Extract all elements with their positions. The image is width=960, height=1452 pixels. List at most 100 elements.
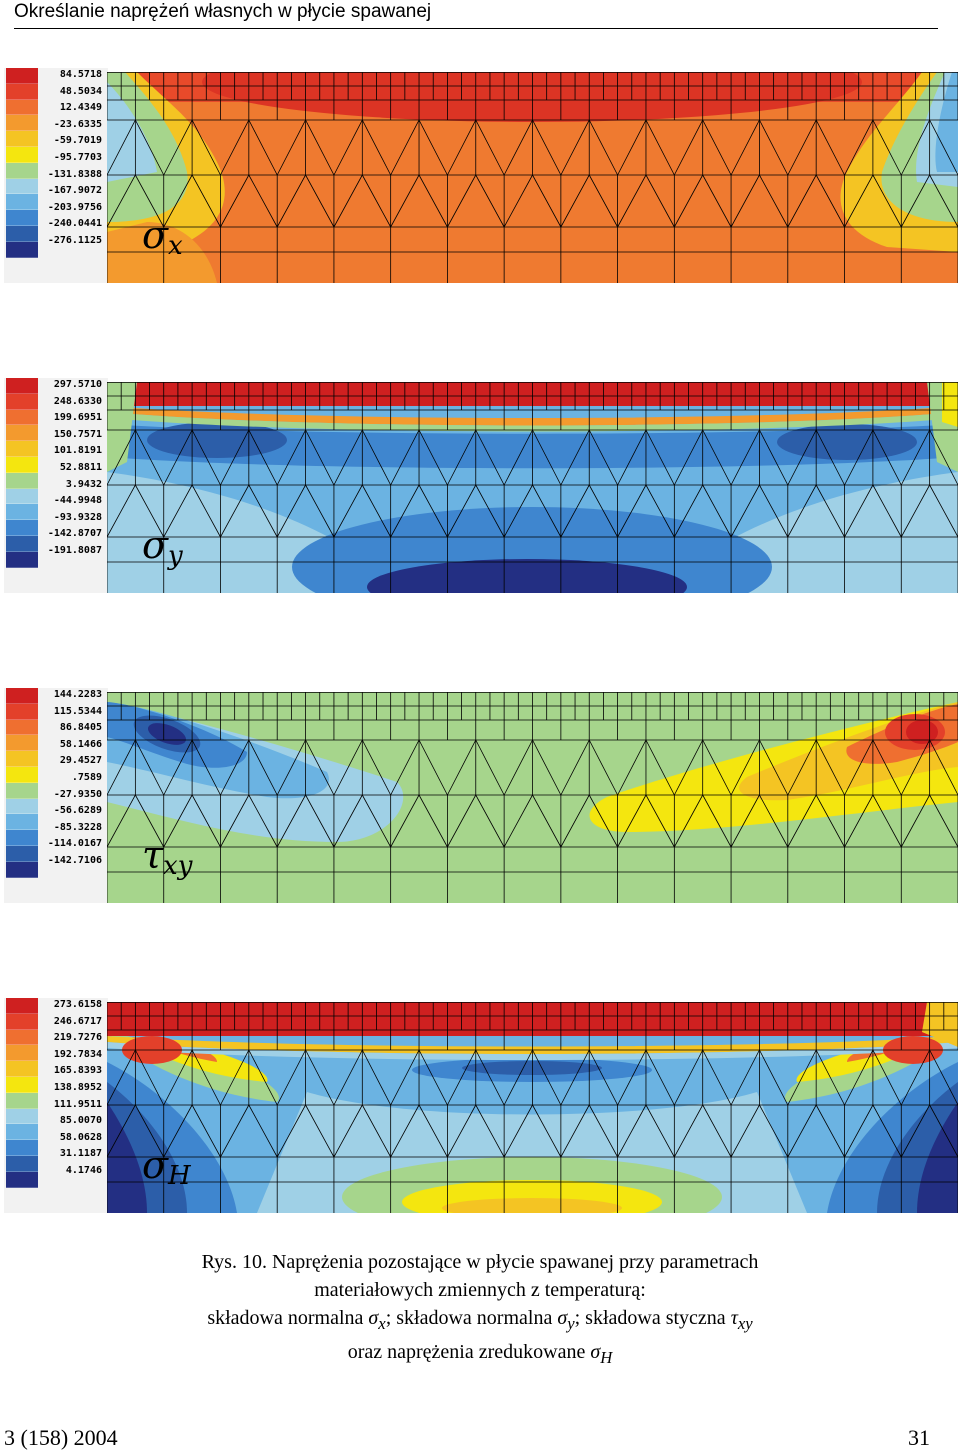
legend-swatch: [6, 719, 38, 736]
legend: 273.6158 246.6717 219.7276 192.7834 165.…: [4, 998, 108, 1213]
legend-value: 85.0070: [59, 1115, 102, 1127]
legend-value: 3.9432: [65, 478, 102, 490]
legend-value: -56.6289: [53, 805, 102, 817]
legend-value: -142.8707: [47, 528, 102, 540]
legend-value: -191.8087: [47, 544, 102, 556]
legend-swatch: [6, 751, 38, 767]
legend-value: 248.6330: [53, 395, 102, 407]
caption-line: składowa normalna σx; składowa normalna …: [207, 1307, 753, 1333]
legend-value: 246.6717: [53, 1015, 102, 1027]
contour-plot: [107, 1002, 958, 1213]
contour-panel-sigma-x: 84.5718 48.5034 12.4349 -23.6335 -59.701…: [4, 68, 958, 283]
legend-value: 138.8952: [53, 1081, 102, 1093]
contour-panel-sigma-h: 273.6158 246.6717 219.7276 192.7834 165.…: [4, 998, 958, 1213]
contour-plot: [107, 72, 958, 283]
legend-swatch: [6, 1029, 38, 1046]
legend-swatches: [6, 378, 38, 568]
legend-swatch: [6, 393, 38, 410]
legend-value: -167.9072: [47, 185, 102, 197]
legend-value: 101.8191: [53, 445, 102, 457]
legend-values: 144.2283 115.5344 86.8405 58.1466 29.452…: [38, 688, 106, 871]
legend-value: 165.8393: [53, 1065, 102, 1077]
stress-symbol-sigma-x: σx: [142, 213, 183, 261]
legend-value: 192.7834: [53, 1048, 102, 1060]
legend-value: 115.5344: [53, 705, 102, 717]
legend-value: -85.3228: [53, 821, 102, 833]
legend-swatch: [6, 378, 38, 394]
legend-value: 4.1746: [65, 1164, 102, 1176]
legend-value: 84.5718: [59, 69, 102, 80]
legend-swatch: [6, 688, 38, 704]
legend-swatch: [6, 472, 38, 489]
stress-symbol-sigma-h: σH: [142, 1143, 191, 1191]
legend-swatch: [6, 551, 38, 568]
legend-value: 297.5710: [53, 379, 102, 390]
legend-swatches: [6, 688, 38, 878]
stress-symbol-sigma-y: σy: [142, 523, 183, 571]
legend-swatch: [6, 488, 38, 505]
legend-swatch: [6, 1171, 38, 1188]
legend-swatch: [6, 1013, 38, 1030]
legend-value: 273.6158: [53, 999, 102, 1010]
legend: 297.5710 248.6330 199.6951 150.7571 101.…: [4, 378, 108, 593]
legend-value: 144.2283: [53, 689, 102, 700]
legend-swatch: [6, 99, 38, 116]
contour-panel-tau-xy: 144.2283 115.5344 86.8405 58.1466 29.452…: [4, 688, 958, 903]
legend-values: 297.5710 248.6330 199.6951 150.7571 101.…: [38, 378, 106, 561]
caption-line: materiałowych zmiennych z temperaturą:: [314, 1279, 646, 1301]
legend-value: -114.0167: [47, 838, 102, 850]
legend-swatch: [6, 441, 38, 457]
legend-value: .7589: [71, 771, 102, 783]
legend-swatch: [6, 425, 38, 442]
legend-value: -142.7106: [47, 854, 102, 866]
legend-swatch: [6, 1108, 38, 1125]
legend: 144.2283 115.5344 86.8405 58.1466 29.452…: [4, 688, 108, 903]
legend-value: -131.8388: [47, 168, 102, 180]
legend-swatches: [6, 68, 38, 258]
footer-issue: 3 (158) 2004: [4, 1425, 118, 1450]
legend-swatch: [6, 131, 38, 147]
stress-symbol-tau-xy: τxy: [142, 833, 193, 881]
legend-value: -240.0441: [47, 218, 102, 230]
contour-panel-sigma-y: 297.5710 248.6330 199.6951 150.7571 101.…: [4, 378, 958, 593]
legend-swatch: [6, 1140, 38, 1156]
caption-line: Rys. 10. Naprężenia pozostające w płycie…: [201, 1251, 759, 1273]
legend-swatch: [6, 735, 38, 752]
legend-value: -203.9756: [47, 201, 102, 213]
legend-value: 31.1187: [59, 1148, 102, 1160]
legend-value: -59.7019: [53, 135, 102, 147]
legend-swatch: [6, 1061, 38, 1077]
running-header: Określanie naprężeń własnych w płycie sp…: [14, 0, 938, 29]
legend-swatch: [6, 409, 38, 426]
legend-value: 58.1466: [59, 738, 102, 750]
legend-swatch: [6, 210, 38, 226]
legend-swatch: [6, 814, 38, 831]
contour-plot: [107, 382, 958, 593]
legend-value: -95.7703: [53, 151, 102, 163]
legend-swatch: [6, 194, 38, 211]
legend-swatch: [6, 703, 38, 720]
legend-value: 199.6951: [53, 412, 102, 424]
legend-swatch: [6, 178, 38, 195]
legend-value: 86.8405: [59, 722, 102, 734]
legend-swatch: [6, 1045, 38, 1062]
legend-value: -27.9350: [53, 788, 102, 800]
legend-swatch: [6, 225, 38, 242]
legend-swatch: [6, 766, 38, 783]
legend: 84.5718 48.5034 12.4349 -23.6335 -59.701…: [4, 68, 108, 283]
caption-line: oraz naprężenia zredukowane σH: [347, 1341, 613, 1367]
legend-value: 29.4527: [59, 755, 102, 767]
legend-swatch: [6, 782, 38, 799]
legend-swatch: [6, 146, 38, 163]
legend-value: -93.9328: [53, 511, 102, 523]
legend-value: -44.9948: [53, 495, 102, 507]
legend-swatch: [6, 1155, 38, 1172]
legend-swatch: [6, 1076, 38, 1093]
legend-swatch: [6, 798, 38, 815]
legend-values: 84.5718 48.5034 12.4349 -23.6335 -59.701…: [38, 68, 106, 251]
legend-swatches: [6, 998, 38, 1188]
legend-swatch: [6, 845, 38, 862]
legend-value: -276.1125: [47, 234, 102, 246]
legend-value: 48.5034: [59, 85, 102, 97]
legend-swatch: [6, 115, 38, 132]
